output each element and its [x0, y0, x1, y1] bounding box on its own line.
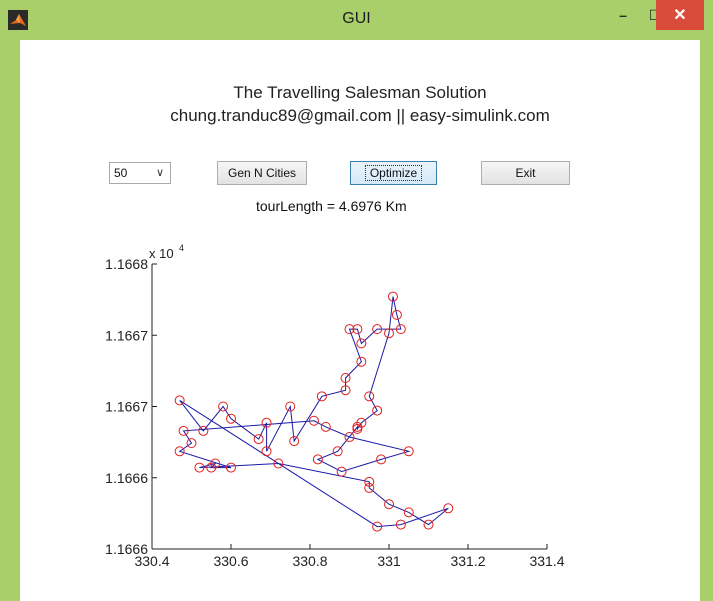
x-tick-label: 331.2: [450, 553, 485, 569]
chevron-down-icon: ∨: [155, 167, 164, 179]
y-multiplier-exponent: 4: [179, 243, 184, 253]
city-marker: [403, 446, 414, 457]
city-marker: [364, 391, 375, 402]
y-tick-label: 1.1668: [105, 256, 148, 272]
city-marker: [384, 499, 394, 510]
city-marker: [340, 373, 351, 383]
city-marker: [226, 413, 236, 424]
city-marker: [423, 519, 434, 530]
y-tick-label: 1.1667: [105, 327, 148, 343]
city-marker: [443, 503, 454, 514]
page-subtitle: chung.tranduc89@gmail.com || easy-simuli…: [170, 106, 550, 125]
city-marker: [261, 417, 272, 428]
city-marker: [372, 324, 383, 335]
city-marker: [253, 434, 264, 445]
city-marker: [376, 454, 387, 465]
city-marker: [320, 421, 331, 432]
city-marker: [316, 391, 327, 402]
gen-n-cities-button[interactable]: Gen N Cities: [217, 161, 307, 185]
tour-length-label: tourLength = 4.6976 Km: [256, 198, 407, 214]
city-marker: [210, 458, 221, 469]
city-marker: [218, 401, 229, 412]
x-tick-label: 331.4: [529, 553, 564, 569]
optimize-button-label: Optimize: [364, 165, 423, 181]
city-marker: [344, 432, 355, 443]
y-tick-label: 1.1666: [105, 541, 148, 557]
x-tick-label: 330.8: [292, 553, 327, 569]
title-bar: GUI – ☐ ✕: [0, 0, 713, 40]
figure-client-area: The Travelling Salesman Solution chung.t…: [20, 40, 700, 601]
y-tick-label: 1.1667: [105, 399, 148, 415]
tour-plot: 330.4 330.6 330.8 331 331.2 331.4 1.1666 1.1666…: [105, 243, 565, 569]
city-marker: [391, 309, 402, 320]
city-marker: [356, 338, 367, 349]
y-tick-label: 1.1666: [105, 470, 148, 486]
city-marker: [198, 425, 209, 436]
close-button[interactable]: ✕: [656, 0, 704, 30]
city-marker: [178, 425, 189, 436]
city-marker: [273, 458, 284, 469]
city-marker: [364, 476, 375, 487]
exit-button[interactable]: Exit: [481, 161, 570, 185]
x-tick-label: 330.4: [134, 553, 169, 569]
city-marker: [352, 421, 363, 432]
y-multiplier-label: x 10: [149, 246, 174, 261]
city-marker: [332, 446, 343, 457]
city-marker: [340, 385, 351, 396]
page-title: The Travelling Salesman Solution: [233, 83, 487, 102]
city-marker: [186, 438, 197, 449]
city-marker: [395, 324, 406, 335]
matlab-logo-icon: [8, 10, 28, 30]
city-marker: [312, 454, 323, 465]
city-marker: [356, 356, 367, 367]
city-marker: [344, 324, 355, 335]
window-title: GUI: [342, 10, 371, 27]
city-marker: [336, 466, 347, 477]
city-marker: [174, 446, 185, 457]
city-marker: [352, 324, 363, 335]
city-marker: [364, 482, 375, 493]
city-marker: [372, 521, 383, 532]
city-marker: [403, 507, 414, 518]
n-cities-select[interactable]: 50 ∨: [109, 162, 171, 184]
city-marker: [372, 405, 383, 416]
city-marker: [308, 415, 319, 426]
city-marker: [226, 462, 236, 473]
city-marker: [174, 395, 185, 406]
x-tick-label: 331: [377, 553, 401, 569]
x-tick-label: 330.6: [213, 553, 248, 569]
city-marker: [194, 462, 205, 473]
city-marker: [261, 446, 272, 457]
city-marker: [289, 436, 300, 447]
city-marker: [285, 401, 296, 412]
tour-path-line: [178, 296, 449, 528]
city-marker: [387, 291, 398, 302]
minimize-button[interactable]: –: [619, 7, 627, 23]
city-marker: [395, 519, 406, 530]
city-marker: [384, 328, 394, 339]
n-cities-value: 50: [114, 166, 128, 180]
optimize-button[interactable]: Optimize: [350, 161, 437, 185]
